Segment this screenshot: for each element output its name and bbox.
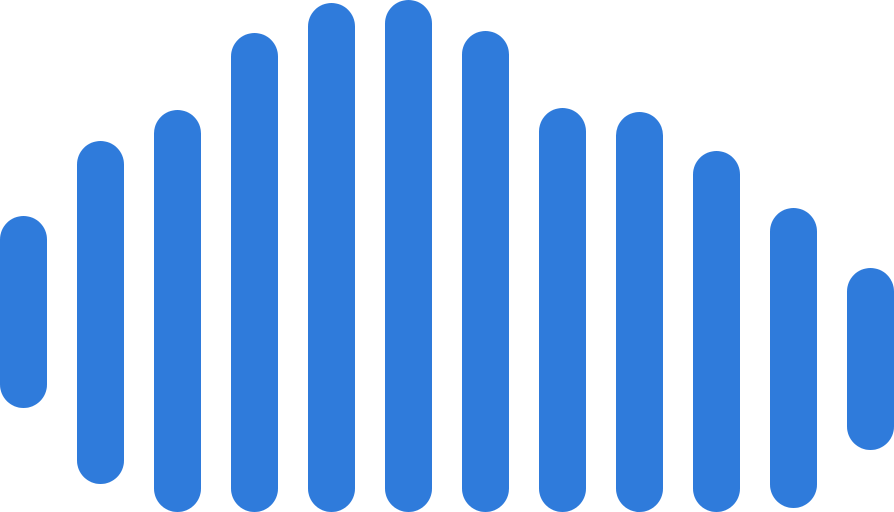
wave-bar: [693, 151, 740, 512]
wave-bar: [154, 110, 201, 512]
wave-bar: [308, 3, 355, 512]
wave-bar: [616, 112, 663, 512]
wave-bar: [770, 208, 817, 508]
wave-bar: [462, 31, 509, 512]
wave-bar: [77, 141, 124, 484]
wave-bar: [0, 216, 47, 408]
wave-bar: [385, 0, 432, 512]
wave-bar: [847, 268, 894, 450]
wave-bar: [539, 108, 586, 512]
wave-bar: [231, 33, 278, 512]
